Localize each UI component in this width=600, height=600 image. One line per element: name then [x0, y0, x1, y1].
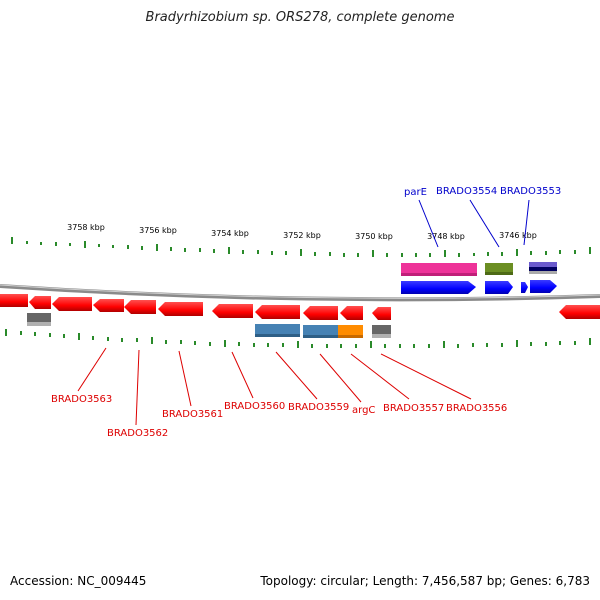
gene-small-forward[interactable]	[521, 282, 528, 293]
leader-BRADO3563	[77, 347, 107, 392]
steel-feature-1-shade	[255, 334, 300, 337]
orange-feature	[338, 325, 363, 336]
orange-feature-shade	[338, 335, 363, 338]
gene-BRADO3560[interactable]	[212, 304, 253, 318]
label-BRADO3562[interactable]: BRADO3562	[107, 428, 168, 439]
accession-text: Accession: NC_009445	[10, 574, 147, 588]
label-BRADO3557[interactable]: BRADO3557	[383, 403, 444, 414]
gene-red-a[interactable]	[93, 299, 124, 312]
bottom-gene-labels: BRADO3563 BRADO3562 BRADO3561 BRADO3560 …	[51, 347, 507, 439]
gene-BRADO3557[interactable]	[340, 306, 363, 320]
purple-feature	[529, 262, 557, 267]
leader-argC	[319, 353, 362, 403]
gene-parE[interactable]	[401, 281, 476, 294]
top-scale-ticks	[11, 237, 591, 257]
gene-BRADO3554[interactable]	[485, 281, 513, 294]
gene-red-b[interactable]	[158, 302, 203, 316]
genome-title: Bradyrhizobium sp. ORS278, complete geno…	[145, 10, 455, 25]
top-gene-labels: parE BRADO3554 BRADO3553	[404, 186, 561, 248]
genome-backbone-highlight	[0, 284, 600, 299]
label-BRADO3556[interactable]: BRADO3556	[446, 403, 507, 414]
scale-labels: 3758 kbp 3756 kbp 3754 kbp 3752 kbp 3750…	[67, 223, 537, 241]
label-BRADO3553[interactable]: BRADO3553	[500, 186, 561, 197]
leader-BRADO3562	[135, 349, 140, 426]
gene-BRADO3559[interactable]	[255, 305, 300, 319]
leader-BRADO3561	[178, 350, 192, 407]
scale-label: 3748 kbp	[427, 232, 465, 241]
navy-feature	[529, 267, 557, 271]
genome-summary-text: Topology: circular; Length: 7,456,587 bp…	[260, 574, 590, 588]
steel-feature-2	[303, 325, 338, 336]
gray-feature-right-shade	[372, 334, 391, 338]
label-BRADO3563[interactable]: BRADO3563	[51, 394, 112, 405]
leader-BRADO3556	[380, 353, 472, 400]
scale-label: 3750 kbp	[355, 232, 393, 241]
reverse-genes	[0, 294, 600, 320]
leader-BRADO3557	[350, 353, 410, 400]
gene-red-edge[interactable]	[0, 294, 28, 307]
label-BRADO3561[interactable]: BRADO3561	[162, 409, 223, 420]
steel-feature-2-shade	[303, 335, 338, 338]
label-BRADO3559[interactable]: BRADO3559	[288, 402, 349, 413]
leader-BRADO3553	[523, 199, 530, 246]
genome-backbone	[0, 284, 600, 302]
scale-label: 3746 kbp	[499, 231, 537, 240]
label-parE[interactable]: parE	[404, 187, 427, 198]
gray-feature-top	[529, 271, 557, 274]
leader-BRADO3560	[231, 351, 254, 399]
label-BRADO3560[interactable]: BRADO3560	[224, 401, 285, 412]
magenta-feature	[401, 263, 477, 275]
gene-red-right[interactable]	[559, 305, 600, 319]
gray-feature-right	[372, 325, 391, 335]
label-argC[interactable]: argC	[352, 405, 375, 416]
scale-label: 3758 kbp	[67, 223, 105, 232]
leader-BRADO3559	[275, 351, 318, 400]
gene-BRADO3561[interactable]	[124, 300, 156, 314]
gene-BRADO3563[interactable]	[29, 296, 51, 309]
label-BRADO3554[interactable]: BRADO3554	[436, 186, 497, 197]
forward-genes	[401, 280, 557, 294]
magenta-feature-shade	[401, 273, 477, 276]
leader-parE	[418, 199, 439, 248]
scale-label: 3752 kbp	[283, 231, 321, 240]
bottom-scale-ticks	[5, 329, 591, 348]
gene-BRADO3556[interactable]	[372, 307, 391, 320]
gene-BRADO3562[interactable]	[52, 297, 92, 311]
scale-label: 3756 kbp	[139, 226, 177, 235]
leader-BRADO3554	[469, 199, 500, 248]
olive-feature	[485, 263, 513, 274]
gray-feature-left-shade	[27, 322, 51, 326]
gene-BRADO3553[interactable]	[530, 280, 557, 293]
olive-feature-shade	[485, 272, 513, 275]
scale-label: 3754 kbp	[211, 229, 249, 238]
gray-feature-left	[27, 313, 51, 323]
steel-feature-1	[255, 324, 300, 335]
gene-argC[interactable]	[303, 306, 338, 320]
